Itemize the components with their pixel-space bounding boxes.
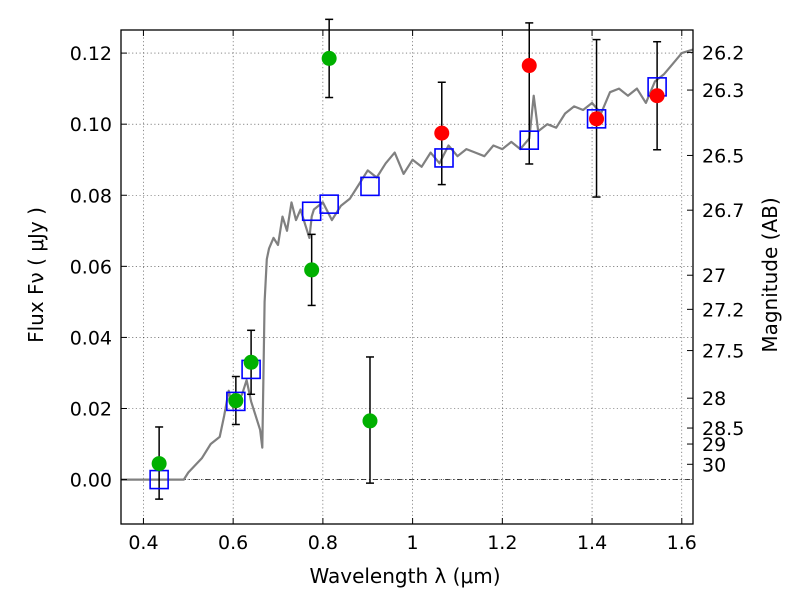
right-tick-label: 28 [702,388,726,410]
model-band-square [360,176,380,197]
x-tick-label: 1 [407,532,419,554]
y-tick-label: 0.04 [70,327,112,349]
right-tick-label: 26.5 [702,145,744,167]
tick-labels: 0.4 0.6 0.8 1 1.2 1.4 1.6 0.00 0.02 0.04 0.06 0.08 0… [70,42,745,554]
right-tick-label: 27.5 [702,341,744,363]
right-tick-label: 27.2 [702,299,744,321]
x-tick-label: 0.6 [218,532,248,554]
photometry-point [151,456,167,472]
photometry-point [434,125,450,141]
y-tick-label: 0.06 [70,256,112,278]
y-tick-label: 0.02 [70,398,112,420]
photometry-point [243,354,259,370]
grid-lines [121,30,693,524]
right-tick-label: 26.2 [702,42,744,64]
right-tick-label: 27 [702,265,726,287]
model-band-square [434,148,454,168]
y-tick-label: 0.12 [70,43,112,65]
plot-frame [120,29,694,525]
right-tick-label: 26.3 [702,80,744,102]
photometry-point [521,58,537,74]
photometry-point [362,413,378,429]
photometry-point [649,88,665,104]
right-tick-label: 29 [702,434,726,456]
model-band-square [519,130,540,150]
y-tick-label: 0.00 [70,470,112,492]
right-tick-label: 28.5 [702,418,744,440]
data-layer [121,18,694,500]
y-tick-label: 0.08 [70,185,112,207]
right-axis-title: Magnitude (AB) [758,197,782,352]
y-tick-label: 0.10 [70,114,112,136]
model-band-square [319,194,339,214]
photometry-point [321,50,337,66]
x-tick-label: 1.2 [487,532,517,554]
model-band-square [586,109,607,129]
photometry-point [228,393,244,409]
tick-marks [121,30,693,524]
x-tick-label: 1.4 [577,532,607,554]
model-spectrum-line [121,48,694,481]
x-tick-label: 0.4 [128,532,158,554]
x-axis-title: Wavelength λ (μm) [309,564,500,588]
right-tick-label: 26.7 [702,200,744,222]
right-tick-label: 30 [702,454,726,476]
photometry-point [589,111,605,127]
x-tick-label: 0.8 [308,532,338,554]
model-band-square [226,391,246,412]
photometry-point [304,262,320,278]
x-tick-label: 1.6 [667,532,697,554]
y-axis-title: Flux Fν ( μJy ) [24,207,48,343]
